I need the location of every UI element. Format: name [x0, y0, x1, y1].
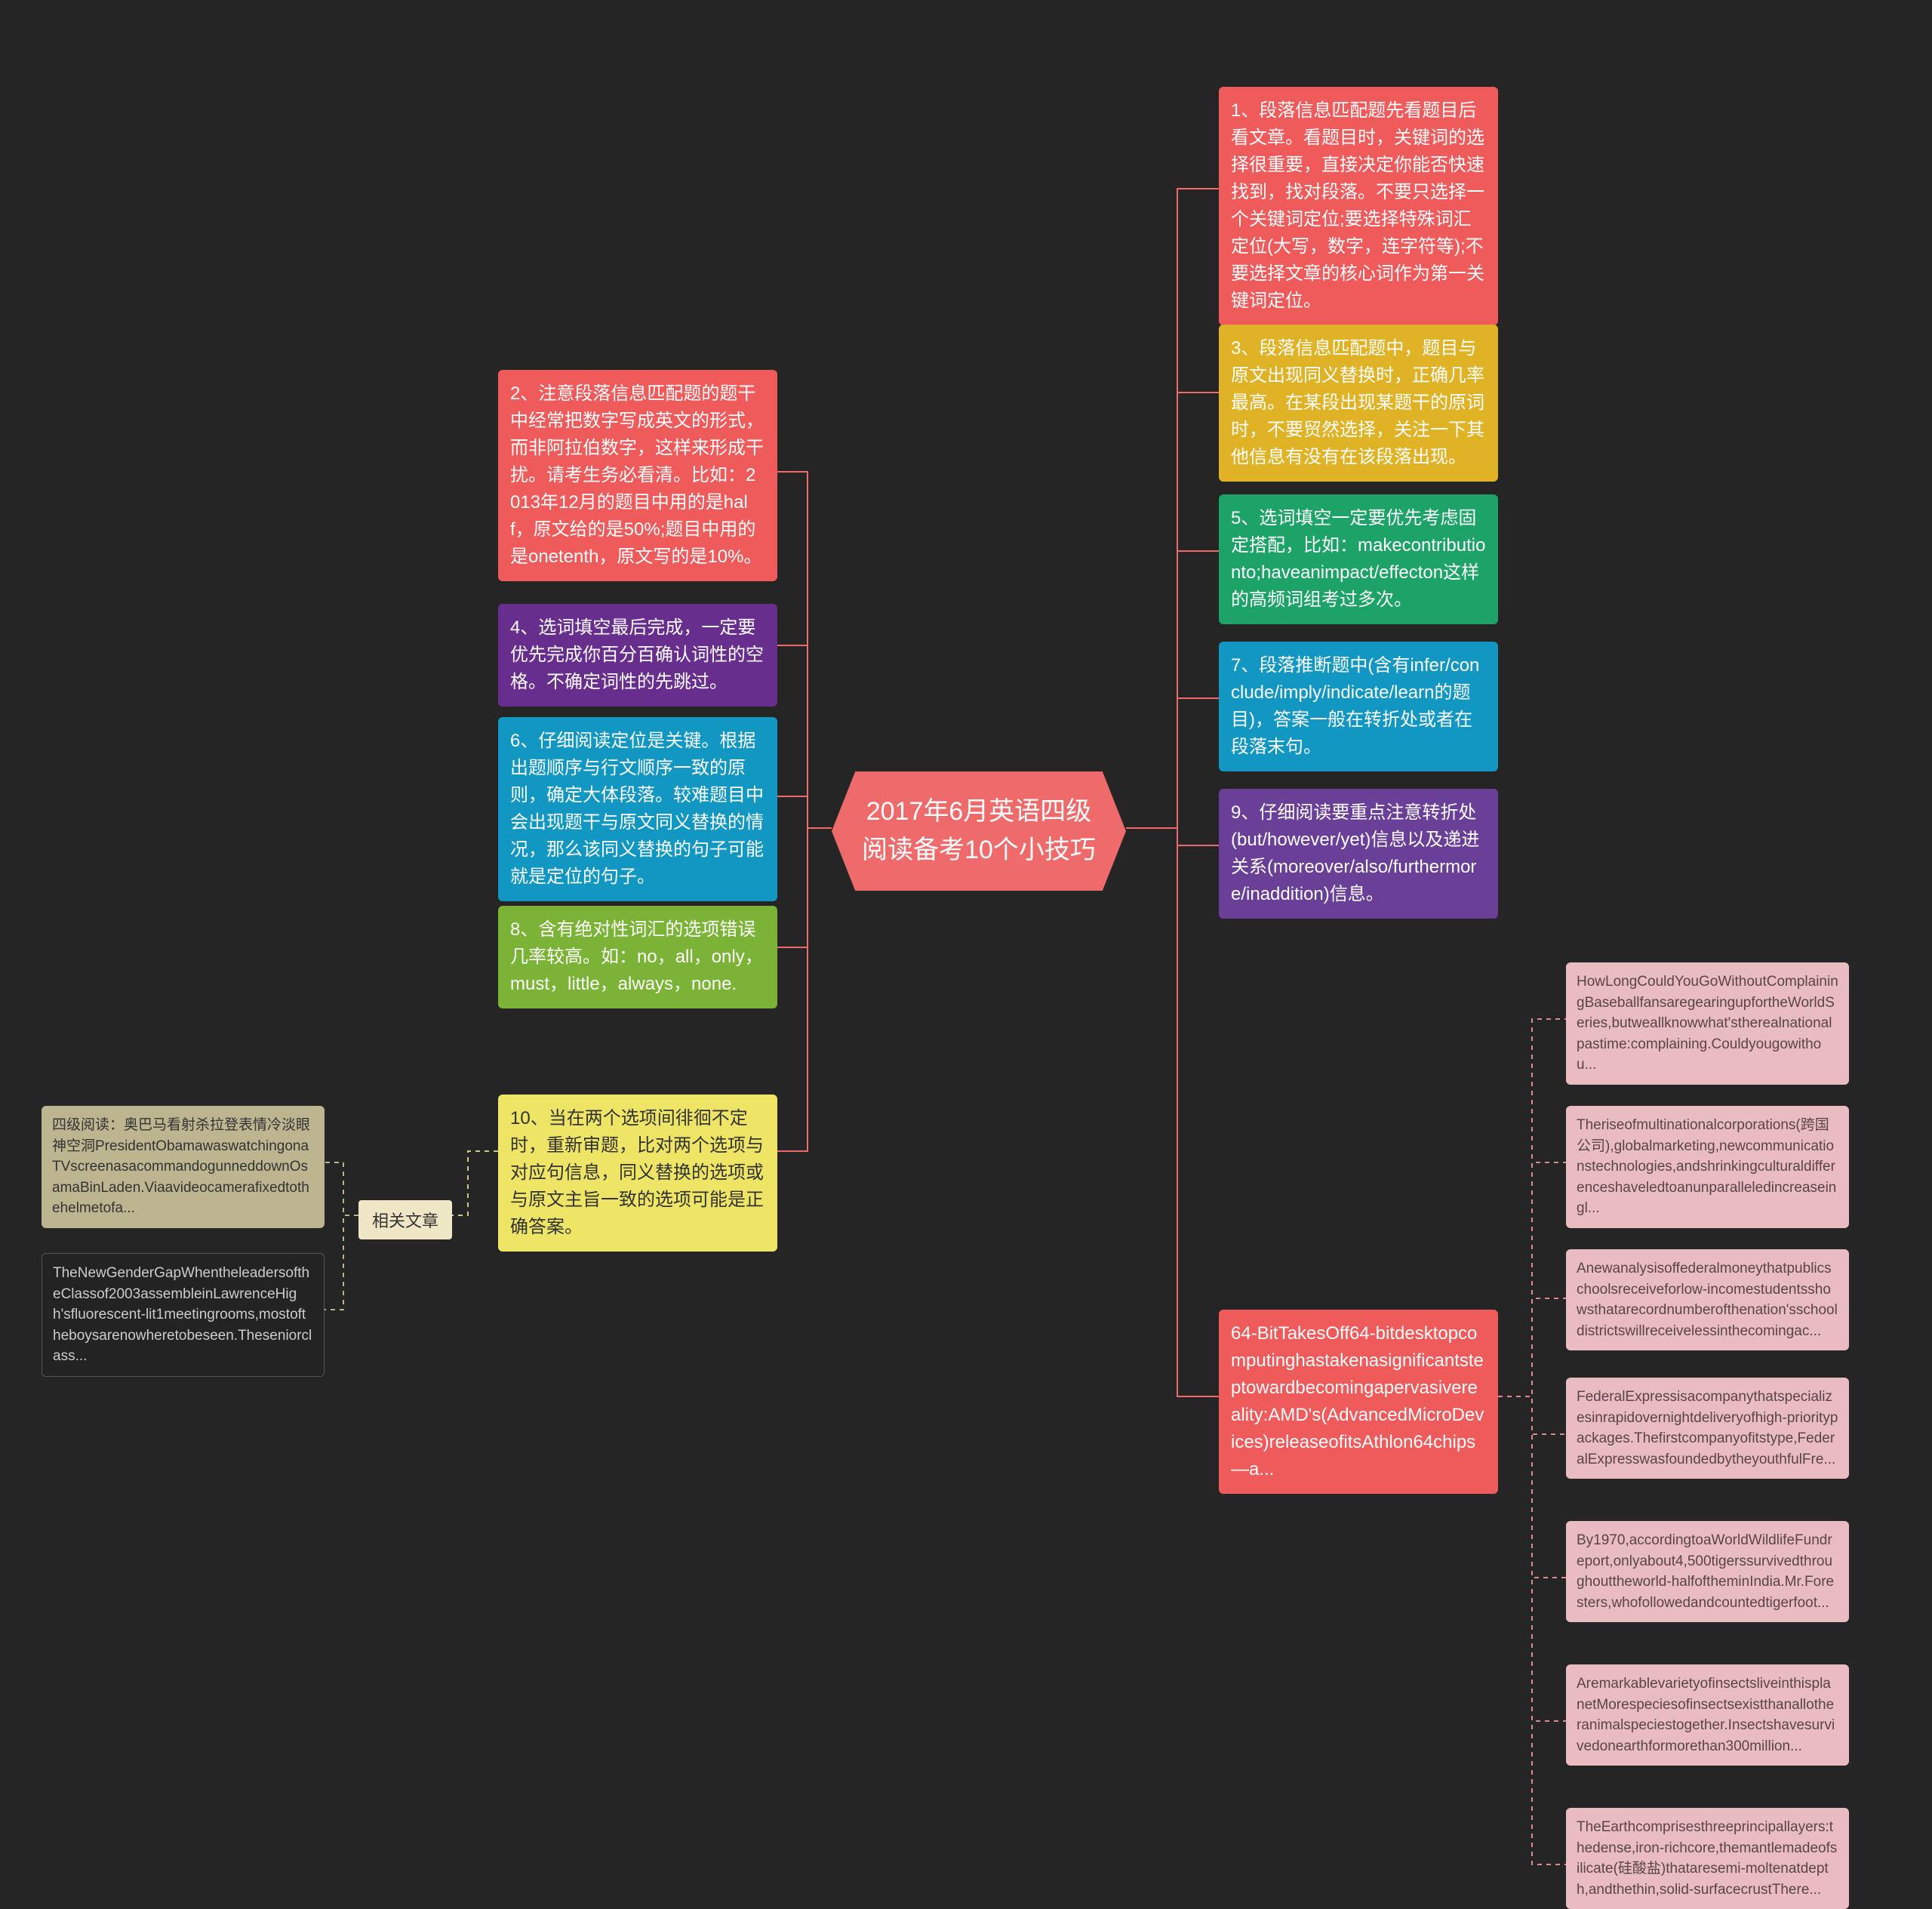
tip-node: 5、选词填空一定要优先考虑固定搭配，比如：makecontributionto;… — [1219, 494, 1498, 624]
article-excerpt: Anewanalysisoffederalmoneythatpublicscho… — [1566, 1249, 1849, 1350]
featured-article: 64-BitTakesOff64-bitdesktopcomputinghast… — [1219, 1310, 1498, 1494]
article-excerpt: TheEarthcomprisesthreeprincipallayers:th… — [1566, 1808, 1849, 1909]
tip-node: 2、注意段落信息匹配题的题干中经常把数字写成英文的形式，而非阿拉伯数字，这样来形… — [498, 370, 777, 581]
article-excerpt: FederalExpressisacompanythatspecializesi… — [1566, 1378, 1849, 1479]
article-excerpt: Aremarkablevarietyofinsectsliveinthispla… — [1566, 1664, 1849, 1766]
tip-node: 1、段落信息匹配题先看题目后看文章。看题目时，关键词的选择很重要，直接决定你能否… — [1219, 87, 1498, 325]
featured-article-text: 64-BitTakesOff64-bitdesktopcomputinghast… — [1231, 1323, 1484, 1479]
tip-node: 8、含有绝对性词汇的选项错误几率较高。如：no，all，only，must，li… — [498, 906, 777, 1008]
article-excerpt: HowLongCouldYouGoWithoutComplainingBaseb… — [1566, 962, 1849, 1085]
tip-node: 7、段落推断题中(含有infer/conclude/imply/indicate… — [1219, 642, 1498, 771]
related-articles-label: 相关文章 — [358, 1200, 452, 1239]
related-article: TheNewGenderGapWhentheleadersoftheClasso… — [42, 1253, 325, 1377]
center-text: 2017年6月英语四级阅读备考10个小技巧 — [862, 797, 1096, 864]
related-label-text: 相关文章 — [372, 1212, 438, 1230]
tip-node: 9、仔细阅读要重点注意转折处(but/however/yet)信息以及递进关系(… — [1219, 789, 1498, 919]
tip-node: 4、选词填空最后完成，一定要优先完成你百分百确认词性的空格。不确定词性的先跳过。 — [498, 604, 777, 707]
center-topic: 2017年6月英语四级阅读备考10个小技巧 — [832, 771, 1126, 891]
related-article: 四级阅读：奥巴马看射杀拉登表情冷淡眼神空洞PresidentObamawaswa… — [42, 1106, 325, 1228]
article-excerpt: By1970,accordingtoaWorldWildlifeFundrepo… — [1566, 1521, 1849, 1622]
tip-node: 6、仔细阅读定位是关键。根据出题顺序与行文顺序一致的原则，确定大体段落。较难题目… — [498, 717, 777, 901]
tip-node: 10、当在两个选项间徘徊不定时，重新审题，比对两个选项与对应句信息，同义替换的选… — [498, 1095, 777, 1252]
tip-node: 3、段落信息匹配题中，题目与原文出现同义替换时，正确几率最高。在某段出现某题干的… — [1219, 325, 1498, 482]
article-excerpt: Theriseofmultinationalcorporations(跨国公司)… — [1566, 1106, 1849, 1228]
